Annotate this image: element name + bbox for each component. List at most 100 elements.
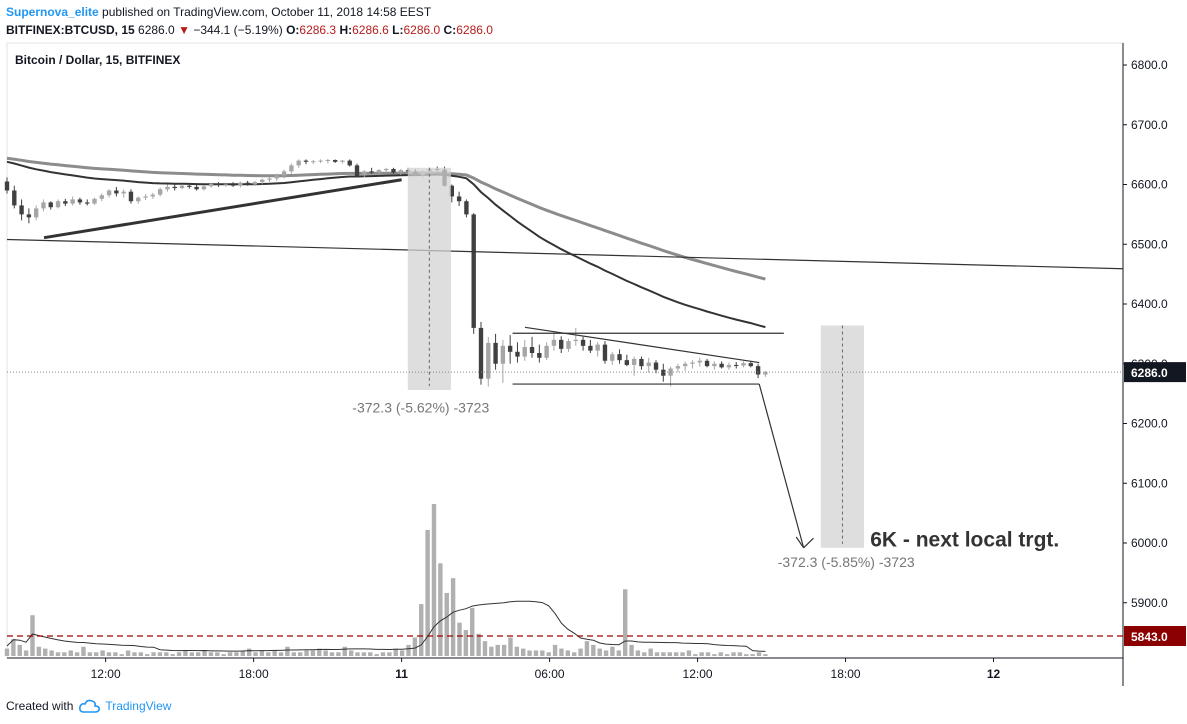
y-tick-label: 6700.0 xyxy=(1131,118,1168,132)
volume-bar xyxy=(348,650,354,656)
candle-body xyxy=(179,185,185,189)
y-tick-label: 6400.0 xyxy=(1131,297,1168,311)
candle-body xyxy=(136,197,141,202)
volume-bar xyxy=(603,650,609,656)
tradingview-link[interactable]: TradingView xyxy=(79,698,171,714)
volume-bar xyxy=(718,652,723,656)
candle-body xyxy=(391,168,396,173)
candle-body xyxy=(106,190,112,196)
candle-body xyxy=(260,179,265,183)
change-value: −344.1 (−5.19%) xyxy=(193,23,283,37)
volume-bar xyxy=(642,652,647,656)
symbol-label: BITFINEX:BTCUSD, 15 xyxy=(6,23,135,37)
volume-bar xyxy=(170,654,175,656)
candle-body xyxy=(464,201,469,215)
volume-bar xyxy=(546,652,551,656)
y-tick-label: 5900.0 xyxy=(1131,596,1168,610)
volume-bar xyxy=(317,648,322,656)
candle-body xyxy=(252,182,258,185)
projection-arrow xyxy=(758,383,805,548)
volume-bar xyxy=(106,652,112,656)
candle-body xyxy=(223,184,228,186)
volume-bar xyxy=(737,652,743,656)
author-link[interactable]: Supernova_elite xyxy=(6,5,99,19)
candle-body xyxy=(595,344,600,351)
volume-bar xyxy=(399,650,405,656)
volume-bar xyxy=(616,650,622,656)
candle-body xyxy=(697,360,702,363)
volume-bar xyxy=(489,646,494,656)
x-tick-label: 18:00 xyxy=(239,667,269,681)
volume-bar xyxy=(215,652,220,656)
volume-bar xyxy=(712,654,717,656)
high-value: 6286.6 xyxy=(352,23,389,37)
close-value: 6286.0 xyxy=(456,23,493,37)
volume-bar xyxy=(387,652,392,656)
volume-bar xyxy=(145,654,150,656)
last-value: 6286.0 xyxy=(138,23,175,37)
volume-bar xyxy=(763,654,768,656)
cloud-icon xyxy=(79,699,101,713)
volume-bar xyxy=(164,652,169,656)
volume-bar xyxy=(132,652,137,656)
candle-body xyxy=(318,160,323,162)
volume-bar xyxy=(699,652,704,656)
candle-body xyxy=(712,363,717,367)
volume-bar xyxy=(81,646,86,656)
low-label: L: xyxy=(392,23,404,37)
last-price-badge xyxy=(1124,362,1186,383)
candle-body xyxy=(544,345,549,358)
candle-body xyxy=(26,214,32,218)
volume-bar xyxy=(533,650,539,656)
volume-bar xyxy=(508,637,513,656)
candle-body xyxy=(340,160,345,162)
volume-bar xyxy=(361,652,367,656)
candle-body xyxy=(77,199,83,203)
volume-bar xyxy=(113,652,118,656)
candle-body xyxy=(303,160,309,162)
volume-bar xyxy=(661,652,666,656)
volume-bar xyxy=(495,644,500,656)
measure-label-left: -372.3 (-5.62%) -3723 xyxy=(352,400,489,416)
candle-body xyxy=(376,170,382,173)
candle-body xyxy=(704,360,710,367)
volume-bar xyxy=(635,650,641,656)
open-label: O: xyxy=(286,23,300,37)
volume-bar xyxy=(94,652,99,656)
volume-bar xyxy=(246,648,252,656)
volume-bar xyxy=(291,652,296,656)
candle-body xyxy=(172,186,177,189)
candle-body xyxy=(748,363,753,367)
alert-level-badge xyxy=(1124,626,1186,646)
volume-bar xyxy=(412,637,418,656)
chart-title: Bitcoin / Dollar, 15, BITFINEX xyxy=(15,53,180,67)
candle-body xyxy=(559,339,564,349)
volume-bar xyxy=(648,648,653,656)
arrow-head-right xyxy=(803,537,814,549)
volume-bar xyxy=(259,650,265,656)
volume-bar xyxy=(565,650,571,656)
candle-body xyxy=(690,362,695,364)
candle-body xyxy=(537,352,542,358)
x-tick-label: 12:00 xyxy=(91,667,121,681)
volume-bar xyxy=(476,633,481,656)
candle-body xyxy=(573,339,578,342)
volume-bar xyxy=(329,652,335,656)
candle-body xyxy=(639,358,644,367)
volume-bar xyxy=(278,652,284,656)
axes: 5900.06000.06100.06200.06300.06400.06500… xyxy=(91,58,1186,681)
candle-body xyxy=(362,171,367,176)
volume-bar xyxy=(49,650,54,656)
volume-bar xyxy=(323,650,328,656)
candle-body xyxy=(165,186,170,190)
volume-bar xyxy=(584,641,590,656)
candle-body xyxy=(398,170,403,173)
candle-body xyxy=(33,208,39,218)
candle-body xyxy=(289,165,294,172)
close-label: C: xyxy=(443,23,457,37)
candle-body xyxy=(311,161,316,163)
candle-body xyxy=(208,183,214,187)
candle-body xyxy=(216,183,221,186)
volume-bar xyxy=(342,646,347,656)
